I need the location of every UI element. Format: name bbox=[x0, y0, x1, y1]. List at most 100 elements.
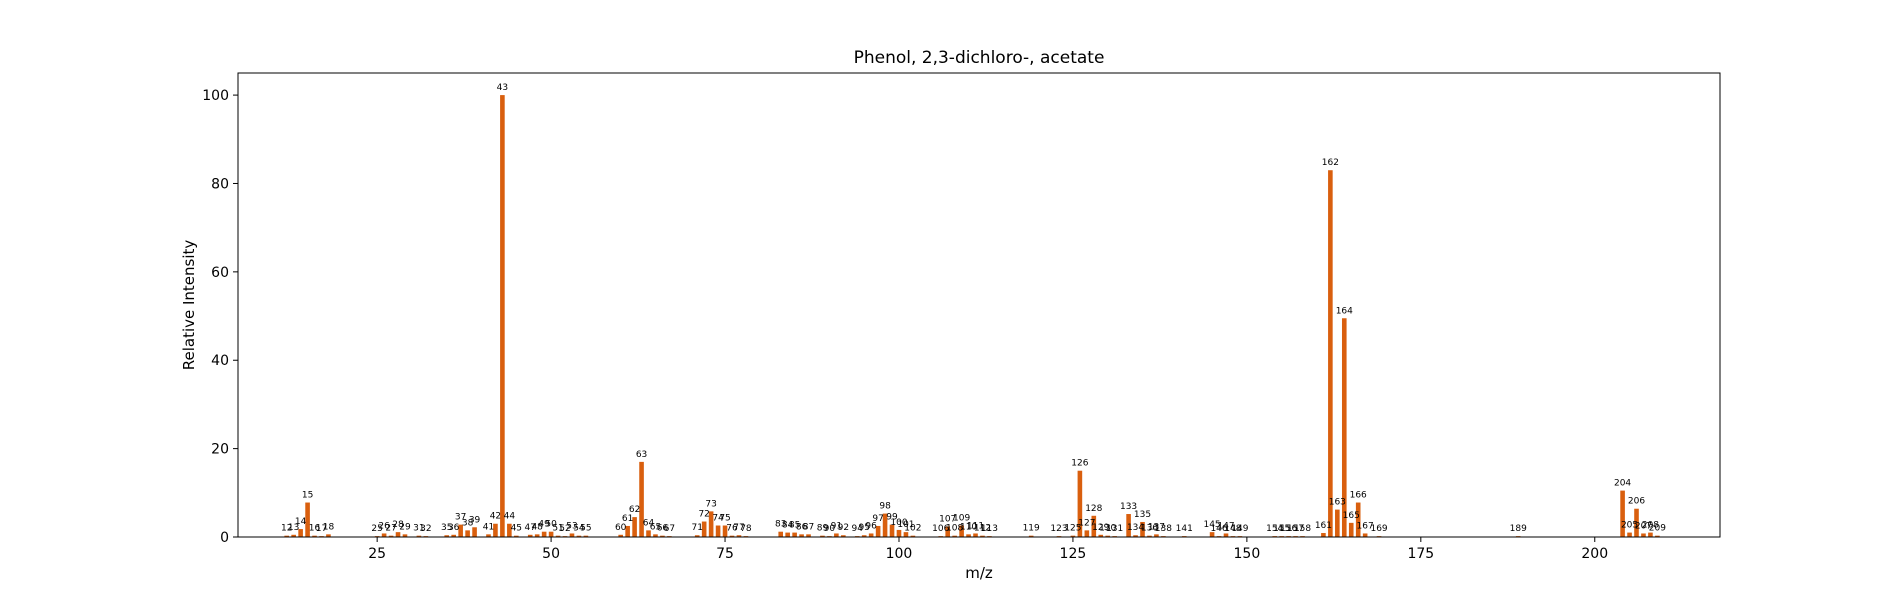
peak-bar bbox=[555, 535, 561, 537]
peak-bar bbox=[778, 531, 784, 537]
peak-label: 36 bbox=[448, 523, 460, 533]
peak-bar bbox=[1070, 535, 1076, 537]
peak-label: 133 bbox=[1120, 502, 1137, 512]
y-tick-label: 60 bbox=[211, 265, 229, 281]
peak-label: 74 bbox=[712, 514, 724, 524]
peak-label: 127 bbox=[1078, 518, 1095, 528]
peak-bar bbox=[472, 527, 477, 537]
x-tick-label: 50 bbox=[542, 546, 560, 562]
peak-bar bbox=[980, 535, 985, 537]
peak-bar bbox=[395, 532, 401, 537]
peak-label: 84 bbox=[782, 521, 794, 531]
peak-bar bbox=[1098, 534, 1104, 537]
peak-bar bbox=[402, 534, 408, 537]
peak-bar bbox=[1147, 535, 1152, 537]
peak-bar bbox=[465, 530, 470, 537]
peak-label: 39 bbox=[469, 515, 481, 525]
peak-label: 128 bbox=[1085, 504, 1102, 514]
peak-label: 64 bbox=[643, 518, 655, 528]
peak-bar bbox=[653, 534, 658, 537]
peak-bar bbox=[660, 535, 665, 537]
peak-bar bbox=[625, 525, 630, 537]
peak-label: 137 bbox=[1148, 522, 1165, 532]
peak-label: 204 bbox=[1614, 479, 1631, 489]
plot-frame bbox=[237, 72, 1721, 538]
peak-label: 14 bbox=[295, 517, 307, 527]
peak-bar bbox=[792, 532, 797, 537]
peak-bar bbox=[639, 461, 644, 537]
peak-label: 126 bbox=[1071, 459, 1088, 469]
peak-label: 16 bbox=[309, 524, 321, 534]
peak-label: 71 bbox=[691, 523, 702, 533]
peak-label: 97 bbox=[872, 514, 883, 524]
peak-bar bbox=[534, 534, 540, 537]
peak-label: 13 bbox=[288, 523, 299, 533]
peak-bar bbox=[910, 535, 916, 537]
peak-label: 99 bbox=[886, 513, 898, 523]
peak-bar bbox=[514, 535, 519, 537]
peak-label: 149 bbox=[1231, 524, 1248, 534]
peak-bar bbox=[861, 535, 867, 537]
peak-label: 138 bbox=[1155, 524, 1172, 534]
peak-bar bbox=[820, 535, 825, 537]
peak-bar bbox=[291, 534, 296, 537]
peak-bar bbox=[1133, 535, 1138, 537]
peak-bar bbox=[444, 535, 450, 537]
x-tick-label: 25 bbox=[368, 546, 386, 562]
peak-label: 17 bbox=[316, 524, 327, 534]
peak-label: 91 bbox=[831, 521, 842, 531]
peak-label: 27 bbox=[385, 524, 396, 534]
peak-bar bbox=[1084, 530, 1090, 537]
peak-bar bbox=[959, 525, 964, 537]
peak-label: 209 bbox=[1649, 524, 1666, 534]
peak-bar bbox=[618, 534, 623, 537]
peak-bar bbox=[952, 535, 957, 537]
peak-label: 147 bbox=[1217, 521, 1234, 531]
peak-bar bbox=[576, 535, 582, 537]
x-tick-label: 125 bbox=[1060, 546, 1087, 562]
y-axis-label: Relative Intensity bbox=[180, 240, 198, 371]
peak-label: 45 bbox=[511, 524, 522, 534]
peak-bar bbox=[1362, 533, 1368, 537]
peak-bar bbox=[305, 502, 310, 537]
peak-label: 62 bbox=[629, 505, 640, 515]
peak-label: 43 bbox=[497, 83, 508, 93]
peak-label: 112 bbox=[974, 524, 991, 534]
y-tick-label: 0 bbox=[220, 530, 229, 546]
peak-bar bbox=[799, 534, 804, 537]
peak-label: 123 bbox=[1050, 524, 1067, 534]
peak-label: 135 bbox=[1134, 510, 1151, 520]
x-axis-label: m/z bbox=[965, 564, 993, 582]
peak-label: 141 bbox=[1176, 524, 1193, 534]
peak-bar bbox=[1627, 532, 1632, 537]
peak-label: 54 bbox=[573, 524, 585, 534]
peak-label: 136 bbox=[1141, 524, 1158, 534]
peak-bar bbox=[583, 535, 589, 537]
peak-label: 101 bbox=[897, 520, 914, 530]
peak-bar bbox=[298, 529, 303, 537]
peak-label: 18 bbox=[323, 522, 335, 532]
peak-label: 78 bbox=[740, 524, 752, 534]
peak-label: 92 bbox=[838, 523, 849, 533]
peak-label: 125 bbox=[1064, 524, 1081, 534]
peak-bar bbox=[1223, 533, 1229, 537]
peak-label: 51 bbox=[552, 524, 563, 534]
peak-label: 161 bbox=[1315, 521, 1332, 531]
peak-label: 129 bbox=[1092, 523, 1109, 533]
peak-bar bbox=[889, 524, 895, 537]
peak-label: 131 bbox=[1106, 524, 1123, 534]
peak-label: 49 bbox=[538, 520, 550, 530]
peak-bar bbox=[416, 535, 422, 537]
peak-label: 72 bbox=[698, 510, 709, 520]
peak-bar bbox=[882, 513, 888, 537]
x-tick-label: 175 bbox=[1407, 546, 1434, 562]
peak-bar bbox=[966, 534, 971, 537]
y-tick-label: 20 bbox=[211, 442, 229, 458]
peak-bar bbox=[729, 535, 735, 537]
x-tick-label: 100 bbox=[886, 546, 913, 562]
peak-label: 87 bbox=[803, 522, 814, 532]
peak-bar bbox=[945, 526, 950, 537]
peak-bar bbox=[1620, 490, 1625, 537]
peak-label: 37 bbox=[455, 513, 466, 523]
